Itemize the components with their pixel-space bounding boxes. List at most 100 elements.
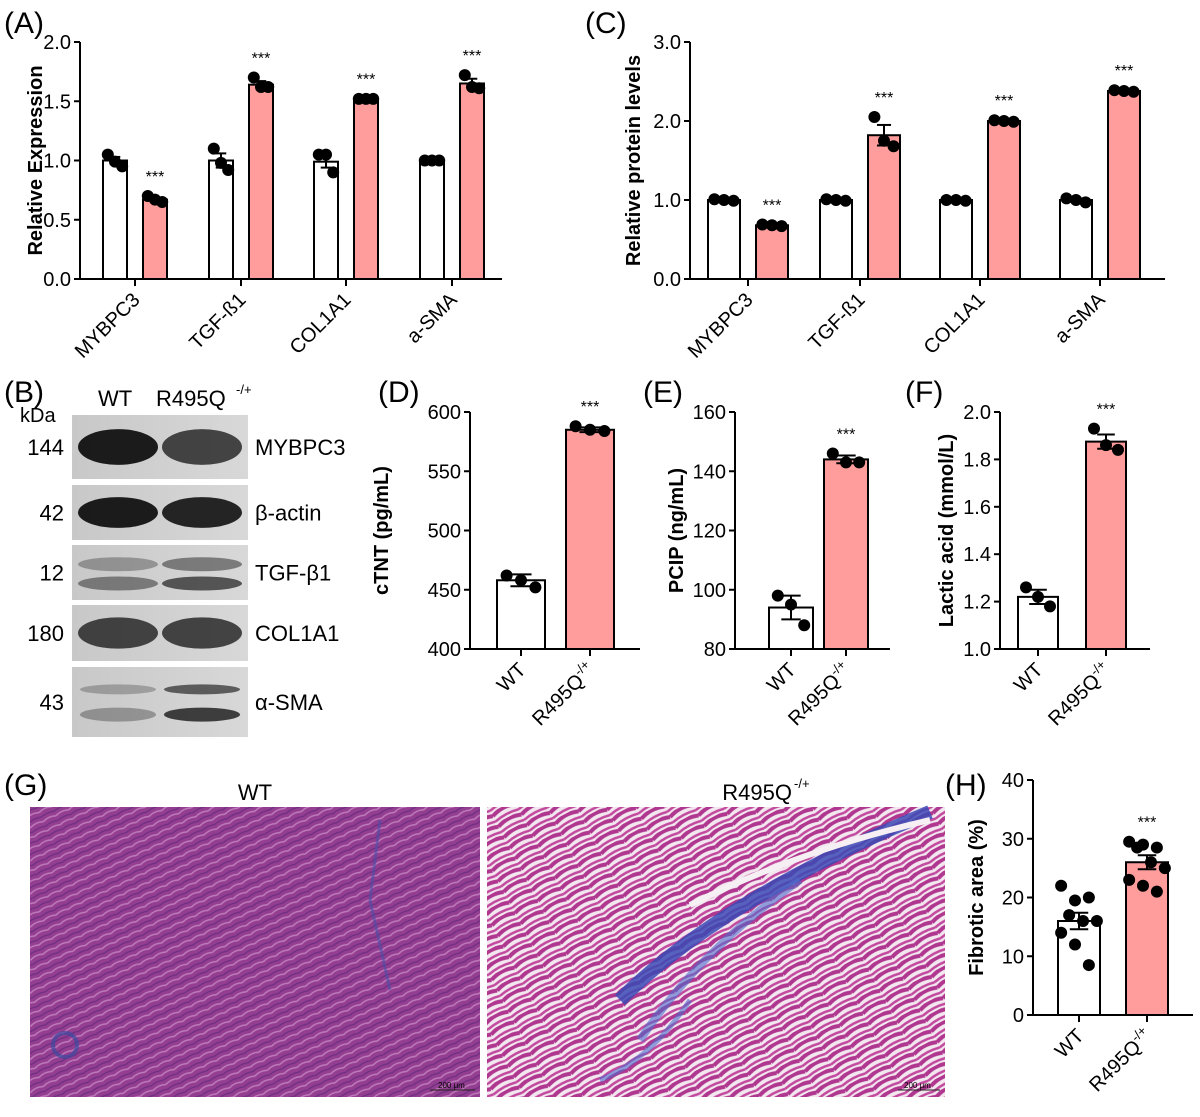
- data-point: [771, 589, 784, 602]
- scale-bar-mutant: 200 μm: [904, 1081, 931, 1090]
- x-tick-label: WT: [1051, 1025, 1089, 1063]
- data-point: [515, 574, 527, 587]
- y-tick-label: 160: [693, 402, 726, 424]
- data-point: [1158, 862, 1171, 875]
- y-axis-label: cTNT (pg/mL): [371, 466, 393, 595]
- histology-image-mutant: 200 μm: [487, 805, 945, 1097]
- protein-band: [78, 429, 158, 465]
- protein-name: COL1A1: [255, 621, 339, 646]
- superscript: -/+: [1128, 1023, 1150, 1045]
- x-tick-label: a-SMA: [403, 289, 462, 348]
- panel-label-g: (G): [4, 769, 47, 802]
- data-point: [1069, 894, 1081, 907]
- histology-title-mutant-sup: -/+: [794, 776, 810, 791]
- protein-band: [162, 557, 242, 572]
- protein-band: [164, 684, 240, 695]
- x-tick-label: MYBPC3: [684, 289, 758, 363]
- data-point: [988, 114, 1001, 127]
- protein-name: MYBPC3: [255, 435, 345, 460]
- data-point: [458, 69, 471, 82]
- significance-marker: ***: [463, 48, 482, 65]
- data-point: [1044, 600, 1056, 613]
- data-point: [820, 193, 833, 206]
- y-tick-label: 2.0: [653, 111, 681, 133]
- y-axis-label: Relative Expression: [25, 65, 47, 255]
- data-point: [1137, 879, 1149, 892]
- blot-row: 180 COL1A1: [27, 605, 339, 661]
- x-tick-label: MYBPC3: [71, 289, 145, 363]
- histology-image-wt: 200 μm: [30, 807, 480, 1097]
- bar: [496, 579, 546, 651]
- data-point: [887, 140, 900, 153]
- x-tick-label: TGF-ß1: [185, 289, 250, 354]
- data-point: [1090, 915, 1103, 927]
- protein-name: TGF-β1: [255, 561, 331, 586]
- significance-marker: ***: [995, 93, 1014, 110]
- data-point: [1118, 84, 1130, 97]
- kda-value: 43: [40, 690, 64, 715]
- data-point: [1131, 841, 1144, 854]
- data-point: [1020, 581, 1032, 594]
- data-point: [156, 195, 169, 208]
- protein-band: [78, 576, 158, 591]
- data-point: [1032, 590, 1044, 603]
- data-point: [473, 82, 486, 95]
- data-point: [878, 134, 890, 147]
- chart-c: 0.0 1.0 2.0 3.0 Relative protein levels MYBPC…: [623, 32, 1165, 363]
- y-tick-label: 450: [428, 580, 461, 602]
- x-tick-label: WT: [493, 659, 531, 697]
- y-tick-label: 3.0: [653, 32, 681, 54]
- data-point: [718, 194, 730, 206]
- panel-label-f: (F): [905, 376, 943, 409]
- panel-label-b: (B): [4, 376, 44, 409]
- protein-name: α-SMA: [255, 690, 323, 715]
- y-tick-label: 80: [704, 639, 726, 661]
- y-tick-label: 100: [693, 580, 726, 602]
- superscript: -/+: [571, 657, 593, 679]
- x-tick-label: TGF-ß1: [804, 289, 869, 354]
- data-point: [1088, 422, 1100, 435]
- data-point: [1127, 85, 1140, 98]
- data-point: [1150, 841, 1163, 854]
- x-tick-label: WT: [763, 659, 801, 697]
- y-axis-label: Lactic acid (mmol/L): [936, 434, 958, 627]
- bar: [1085, 440, 1127, 650]
- bar: [1059, 199, 1093, 280]
- data-point: [222, 163, 235, 176]
- bar: [248, 83, 274, 280]
- kda-value: 12: [40, 561, 64, 586]
- y-tick-label: 140: [693, 461, 726, 483]
- data-point: [1070, 194, 1082, 206]
- protein-band: [78, 557, 158, 572]
- y-tick-label: 1.5: [43, 91, 71, 113]
- data-point: [1082, 959, 1095, 972]
- data-point: [1060, 192, 1073, 205]
- blot-row: 42 β-actin: [40, 485, 321, 540]
- bar: [707, 199, 741, 280]
- kda-value: 144: [27, 435, 64, 460]
- data-point: [785, 598, 797, 611]
- data-point: [584, 423, 596, 436]
- y-tick-label: 1.6: [963, 497, 991, 519]
- significance-marker: ***: [252, 51, 271, 68]
- blot-row: 144 MYBPC3: [27, 415, 345, 479]
- y-tick-label: 20: [1002, 888, 1024, 910]
- lane-label-mutant: R495Q: [156, 386, 226, 411]
- y-tick-label: 550: [428, 461, 461, 483]
- protein-name: β-actin: [255, 501, 321, 526]
- histology-panel: WT R495Q -/+ 200 μm 200 μm: [30, 776, 945, 1097]
- y-axis-label: Fibrotic area (%): [966, 819, 988, 976]
- data-point: [708, 193, 721, 206]
- y-tick-label: 400: [428, 639, 461, 661]
- y-axis-label: Relative protein levels: [623, 55, 645, 266]
- data-point: [1112, 443, 1124, 456]
- data-point: [1082, 891, 1095, 904]
- x-tick-label: COL1A1: [920, 289, 990, 359]
- data-point: [1069, 938, 1081, 951]
- bar: [102, 159, 128, 280]
- y-tick-label: 120: [693, 521, 726, 543]
- y-tick-label: 30: [1002, 829, 1024, 851]
- data-point: [775, 220, 788, 233]
